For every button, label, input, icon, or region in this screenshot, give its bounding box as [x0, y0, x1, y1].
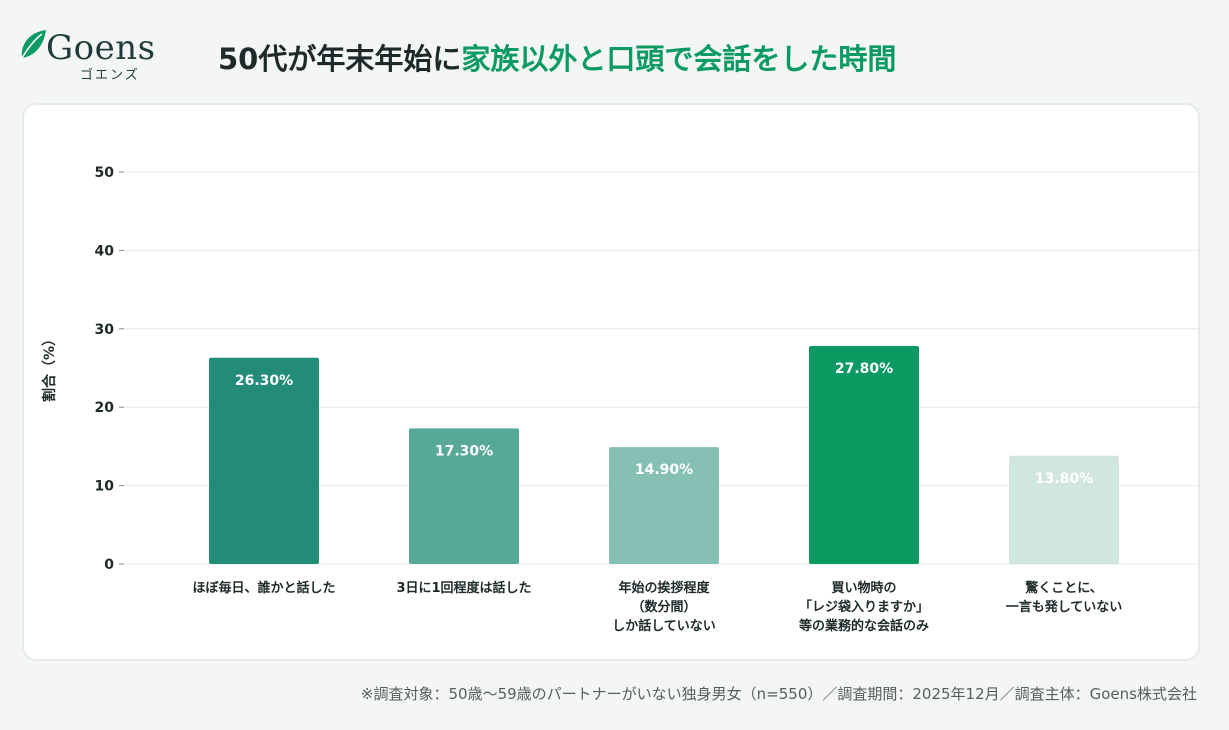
x-category-label: 等の業務的な会話のみ — [798, 618, 929, 634]
y-tick-label: 20 — [95, 400, 115, 416]
title-main: 50代が年末年始に — [218, 42, 462, 76]
brand-logo: Goens ゴエンズ — [18, 26, 178, 84]
leaf-icon — [21, 30, 46, 59]
x-category-label: 一言も発していない — [1006, 599, 1123, 615]
survey-footnote: ※調査対象：50歳〜59歳のパートナーがいない独身男女（n=550）／調査期間：… — [360, 685, 1197, 703]
x-category-label: 年始の挨拶程度 — [618, 580, 710, 596]
chart-card: 0 10 20 30 40 50 割合（%） 26.30% ほぼ毎日、誰かと話した 17.30% 3… — [22, 103, 1200, 661]
bar-data-label: 27.80% — [835, 361, 893, 377]
bar-data-label: 14.90% — [635, 462, 693, 478]
bar — [1009, 455, 1119, 564]
bar-data-label: 26.30% — [235, 373, 293, 389]
title-highlight: 家族以外と口頭で会話をした時間 — [461, 42, 897, 76]
bar — [409, 428, 519, 564]
x-category-label: 買い物時の — [831, 580, 896, 596]
x-category-label: 「レジ袋入りますか」 — [799, 599, 929, 615]
bar-data-label: 13.80% — [1035, 471, 1093, 487]
x-category-label: しか話していない — [612, 618, 716, 634]
bar-chart: 0 10 20 30 40 50 割合（%） 26.30% ほぼ毎日、誰かと話した 17.30% 3… — [41, 165, 1198, 634]
y-tick-label: 40 — [95, 243, 115, 259]
y-tick-label: 10 — [95, 479, 115, 495]
y-tick-label: 50 — [95, 165, 115, 181]
brand-name: Goens — [46, 28, 156, 68]
x-category-label: 驚くことに、 — [1024, 580, 1103, 596]
x-category-label: （数分間） — [631, 599, 696, 615]
x-category-label: 3日に1回程度は話した — [396, 580, 531, 596]
y-axis-label: 割合（%） — [41, 332, 58, 402]
bar — [209, 357, 319, 564]
bar — [809, 346, 919, 564]
page-title: 50代が年末年始に家族以外と口頭で会話をした時間 — [218, 36, 896, 78]
bar — [609, 447, 719, 564]
brand-kana: ゴエンズ — [80, 68, 140, 83]
bar-data-label: 17.30% — [435, 443, 493, 459]
x-category-label: ほぼ毎日、誰かと話した — [192, 580, 335, 596]
y-tick-label: 0 — [104, 557, 114, 573]
y-tick-label: 30 — [95, 322, 115, 338]
